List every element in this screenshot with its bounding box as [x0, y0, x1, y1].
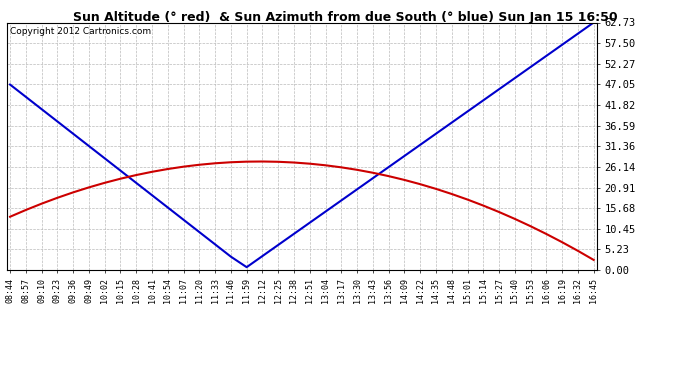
Text: Sun Altitude (° red)  & Sun Azimuth from due South (° blue) Sun Jan 15 16:50: Sun Altitude (° red) & Sun Azimuth from …: [72, 11, 618, 24]
Text: Copyright 2012 Cartronics.com: Copyright 2012 Cartronics.com: [10, 27, 151, 36]
